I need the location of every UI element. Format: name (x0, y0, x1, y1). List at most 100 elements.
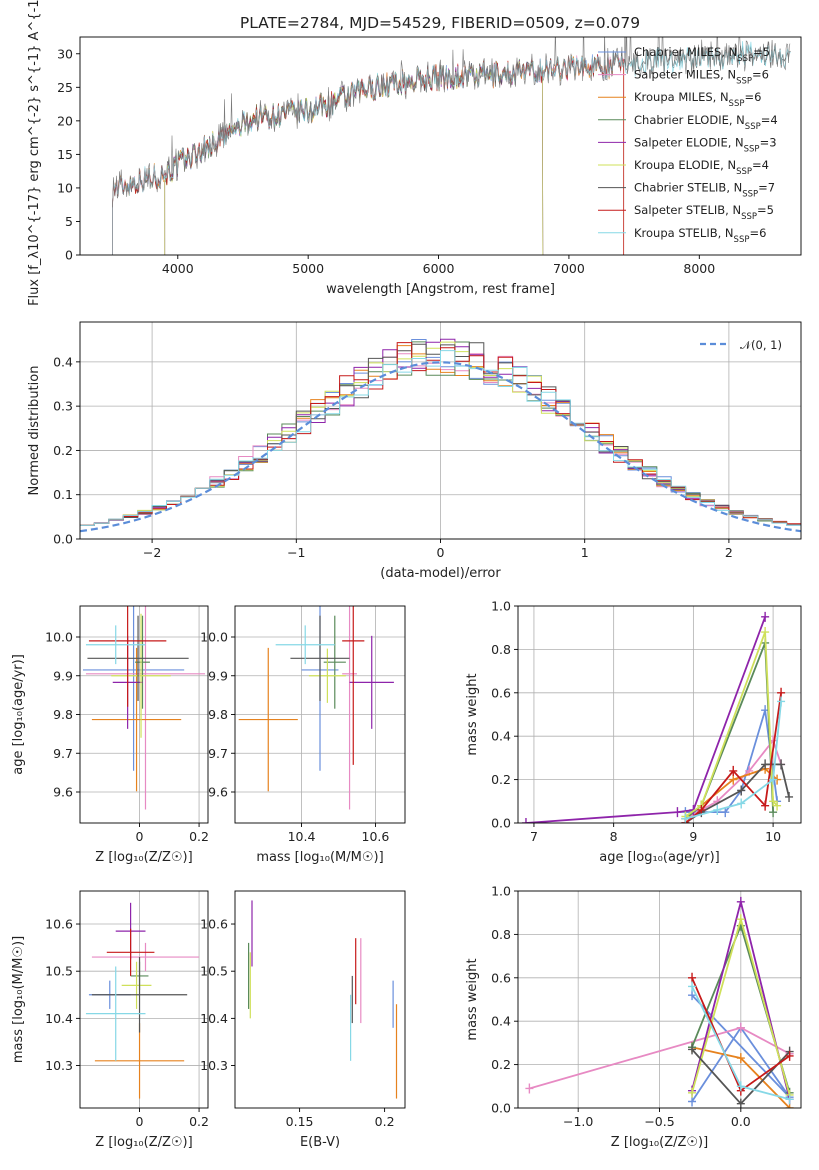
weight_vs_age-plot (521, 611, 794, 823)
residuals-ytick-label: 0.3 (53, 399, 73, 414)
spectrum-series (164, 58, 544, 255)
weight_vs_Z-xlabel: Z [log₁₀(Z/Z☉)] (611, 1135, 708, 1150)
mass_vs_Z-ytick-label: 10.3 (45, 1058, 73, 1073)
legend-label: Salpeter STELIB, NSSP=5 (634, 203, 774, 222)
age_vs_mass-ytick-label: 9.8 (208, 707, 228, 722)
mass_vs_Z-xtick-label: 0.2 (189, 1114, 209, 1129)
age_vs_Z-ytick-label: 9.6 (53, 785, 73, 800)
weight_vs_age-marker (761, 759, 770, 770)
weight_vs_age-marker (673, 807, 682, 818)
weight_vs_Z-ytick-label: 0.0 (491, 1101, 511, 1116)
mass_vs_Z-ytick-label: 10.6 (45, 917, 73, 932)
weight_vs_age-marker (697, 804, 706, 815)
legend-subscript: SSP (745, 122, 761, 132)
weight_vs_age-marker (761, 627, 770, 638)
age_vs_Z-ytick-label: 9.7 (53, 746, 73, 761)
legend-subscript: SSP (742, 190, 758, 200)
residuals-ytick-label: 0.1 (53, 487, 73, 502)
weight_vs_age-xlabel: age [log₁₀(age/yr)] (599, 850, 720, 865)
weight_vs_age-ytick-label: 0.6 (491, 685, 511, 700)
age_vs_Z-ylabel: age [log₁₀(age/yr)] (11, 654, 26, 775)
weight_vs_age-marker (737, 785, 746, 796)
mass_vs_Z-frame (79, 890, 209, 1109)
weight_vs_Z-ytick-label: 0.4 (491, 1014, 511, 1029)
weight_vs_age-ytick-label: 0.8 (491, 642, 511, 657)
weight_vs_Z-marker (688, 1087, 697, 1098)
residual-histogram (80, 350, 801, 526)
legend-value: =6 (749, 226, 766, 240)
weight_vs_age-series (525, 616, 766, 823)
spectrum-series (112, 41, 791, 255)
weight_vs_Z-xtick-label: −1.0 (563, 1114, 593, 1129)
mass_vs_ebv-xtick-label: 0.15 (286, 1114, 314, 1129)
mass_vs_Z-xtick-label: 0 (136, 1114, 144, 1129)
weight_vs_Z-marker (525, 1083, 534, 1094)
age_vs_Z-plot (82, 606, 206, 810)
spectrum-xtick-label: 6000 (423, 261, 455, 276)
age_vs_mass-plot (238, 606, 394, 810)
weight_vs_age-marker (713, 804, 722, 815)
mass_vs_ebv-xlabel: E(B-V) (300, 1135, 340, 1150)
weight_vs_age-marker (729, 765, 738, 776)
weight_vs_age-axes (514, 605, 801, 827)
weight_vs_Z-marker (736, 1081, 745, 1092)
mass_vs_ebv-ytick-label: 10.4 (200, 1011, 228, 1026)
legend-label: Salpeter ELODIE, NSSP=3 (634, 135, 777, 154)
legend-value: =4 (752, 158, 769, 172)
spectrum-xtick-label: 5000 (292, 261, 324, 276)
age_vs_mass-ytick-label: 9.9 (208, 668, 228, 683)
weight_vs_age-marker (681, 813, 690, 823)
weight_vs_Z-marker (785, 1050, 794, 1061)
legend-value: =3 (760, 135, 777, 149)
age_vs_mass-frame (234, 605, 406, 824)
age_vs_Z-ytick-label: 9.9 (53, 668, 73, 683)
spectrum-series (164, 58, 544, 255)
legend-subscript: SSP (734, 235, 750, 245)
residuals-plot (80, 338, 801, 533)
weight_vs_age-xtick-label: 8 (610, 829, 618, 844)
mass_vs_ebv-ytick-label: 10.6 (200, 917, 228, 932)
spectrum-plot (112, 37, 791, 255)
mass_vs_ebv-axes (231, 923, 386, 1112)
spectrum-data-line (112, 37, 791, 208)
weight_vs_Z-marker (736, 896, 745, 907)
mass_vs_Z-plot (85, 902, 200, 1099)
weight_vs_Z-xtick-label: −0.5 (644, 1114, 674, 1129)
age_vs_Z-ytick-label: 9.8 (53, 707, 73, 722)
age_vs_mass-xlabel: mass [log₁₀(M/M☉)] (256, 850, 383, 865)
weight_vs_Z-marker (688, 990, 697, 1001)
weight_vs_Z-series (691, 994, 791, 1102)
normal-reference-curve (80, 361, 801, 533)
weight_vs_Z-marker (688, 972, 697, 983)
weight_vs_Z-ytick-label: 0.6 (491, 970, 511, 985)
weight_vs_age-ytick-label: 0.2 (491, 772, 511, 787)
weight_vs_Z-marker (736, 914, 745, 925)
weight_vs_age-marker (769, 796, 778, 807)
mass_vs_Z-xlabel: Z [log₁₀(Z/Z☉)] (95, 1135, 192, 1150)
spectrum-series (164, 58, 544, 255)
weight_vs_age-marker (737, 798, 746, 809)
residuals-ylabel: Normed distribution (27, 366, 42, 496)
weight_vs_age-frame (517, 605, 802, 824)
weight_vs_Z-ylabel: mass weight (465, 958, 480, 1040)
legend-subscript: SSP (741, 212, 757, 222)
spectrum-title: PLATE=2784, MJD=54529, FIBERID=0509, z=0… (240, 14, 640, 32)
spectrum-ytick-label: 5 (65, 214, 73, 229)
spectrum-xtick-label: 7000 (553, 261, 585, 276)
age_vs_mass-axes (231, 606, 405, 827)
spectrum-xlabel: wavelength [Angstrom, rest frame] (326, 282, 555, 297)
residuals-frame (79, 321, 802, 540)
weight_vs_age-xtick-label: 9 (689, 829, 697, 844)
weight_vs_age-marker (769, 774, 778, 785)
residuals-ytick-label: 0.0 (53, 532, 73, 547)
legend-subscript: SSP (737, 54, 753, 64)
weight_vs_age-marker (773, 800, 782, 811)
spectrum-frame (79, 36, 802, 256)
mass_vs_ebv-xtick-label: 0.2 (375, 1114, 395, 1129)
age_vs_Z-xlabel: Z [log₁₀(Z/Z☉)] (95, 850, 192, 865)
weight_vs_Z-ytick-label: 0.8 (491, 927, 511, 942)
residuals-xlabel: (data-model)/error (380, 566, 501, 581)
weight_vs_age-ytick-label: 0.4 (491, 729, 511, 744)
weight_vs_Z-marker (736, 1053, 745, 1064)
